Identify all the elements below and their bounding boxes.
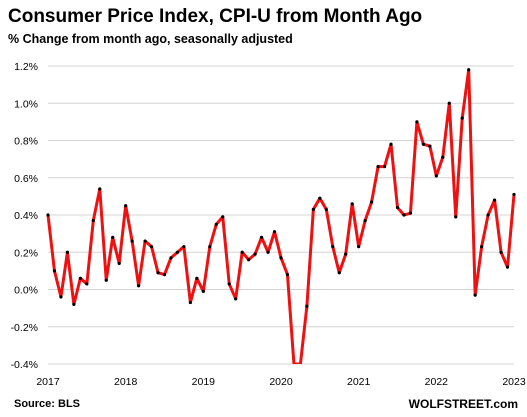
data-point [46,213,50,217]
data-point [337,271,341,275]
x-tick-label: 2018 [114,376,138,388]
data-point [201,289,205,293]
x-tick-label: 2017 [36,376,60,388]
data-point [259,235,264,239]
data-point [454,215,458,219]
data-point [415,120,419,124]
y-tick-label: 1.2% [14,61,38,73]
data-point [253,252,257,256]
chart-title: Consumer Price Index, CPI-U from Month A… [8,6,423,27]
brand-watermark: WOLFSTREET.com [408,397,518,411]
data-point [279,256,283,260]
data-point [421,142,425,146]
y-tick-label: 0.0% [14,285,38,297]
x-axis-tick-labels: 2017 2018 2019 2020 2021 2022 2023 [36,376,526,388]
y-tick-label: -0.2% [11,322,38,334]
data-point [111,235,115,239]
data-point [72,302,76,306]
data-point [195,276,199,280]
series-line [46,68,516,364]
y-tick-label: 0.6% [14,173,38,185]
x-tick-label: 2022 [425,376,449,388]
data-point [156,271,160,275]
x-tick-label: 2023 [502,376,526,388]
data-point [285,273,290,277]
data-point [467,68,471,72]
data-point [376,164,380,169]
series-points-layer [46,68,516,308]
data-point [78,276,82,280]
data-point [357,245,361,249]
data-point [137,284,141,288]
data-point [305,304,309,308]
data-point [104,278,108,282]
data-point [149,245,154,249]
data-point [499,250,503,254]
data-point [311,207,315,212]
data-point [473,293,477,297]
data-point [512,192,516,197]
data-point [318,196,322,200]
data-point [492,198,497,202]
data-point [188,300,192,305]
data-point [272,230,277,234]
data-point [505,265,510,269]
x-tick-label: 2021 [347,376,371,388]
x-tick-label: 2020 [269,376,293,388]
data-point [324,207,328,212]
data-point [117,261,121,266]
gridlines [48,65,514,365]
source-label: Source: BLS [14,398,81,410]
data-point [363,218,367,223]
y-tick-label: 0.2% [14,247,38,259]
data-point [208,245,212,249]
data-point [460,116,464,120]
y-tick-label: -0.4% [11,359,38,371]
data-point [162,273,167,277]
data-point [234,297,238,301]
data-point [59,295,63,299]
data-point [130,239,134,243]
data-point [441,155,445,159]
data-point [98,187,102,191]
data-point [395,205,400,210]
data-point [65,250,70,254]
y-axis-tick-labels: -0.4% -0.2% 0.0% 0.2% 0.4% 0.6% 0.8% 1.0% 1.2% [11,61,38,371]
data-point [247,258,251,262]
y-tick-label: 0.4% [14,210,38,222]
y-tick-label: 1.0% [14,98,38,110]
data-point [408,211,413,215]
data-point [91,218,95,223]
data-point [124,204,128,208]
data-point [370,200,374,204]
data-point [227,282,231,286]
series-line-layer [46,68,516,364]
data-point [480,245,484,249]
data-point [389,142,393,146]
data-point [175,250,180,254]
data-point [486,213,490,217]
data-point [428,144,432,148]
data-point [382,164,387,169]
data-point [331,245,335,249]
chart-subtitle: % Change from month ago, seasonally adju… [8,32,293,46]
data-point [85,282,89,286]
data-point [402,213,406,217]
data-point [344,252,348,256]
data-point [182,245,186,249]
data-point [221,215,225,219]
data-point [447,101,451,105]
data-point [214,222,218,226]
data-point [52,269,57,273]
data-point [143,239,147,243]
data-point [434,174,438,178]
x-tick-label: 2019 [192,376,216,388]
data-point [169,256,173,260]
data-point [240,250,244,254]
y-tick-label: 0.8% [14,136,38,148]
data-point [266,250,270,254]
data-point [350,202,354,206]
